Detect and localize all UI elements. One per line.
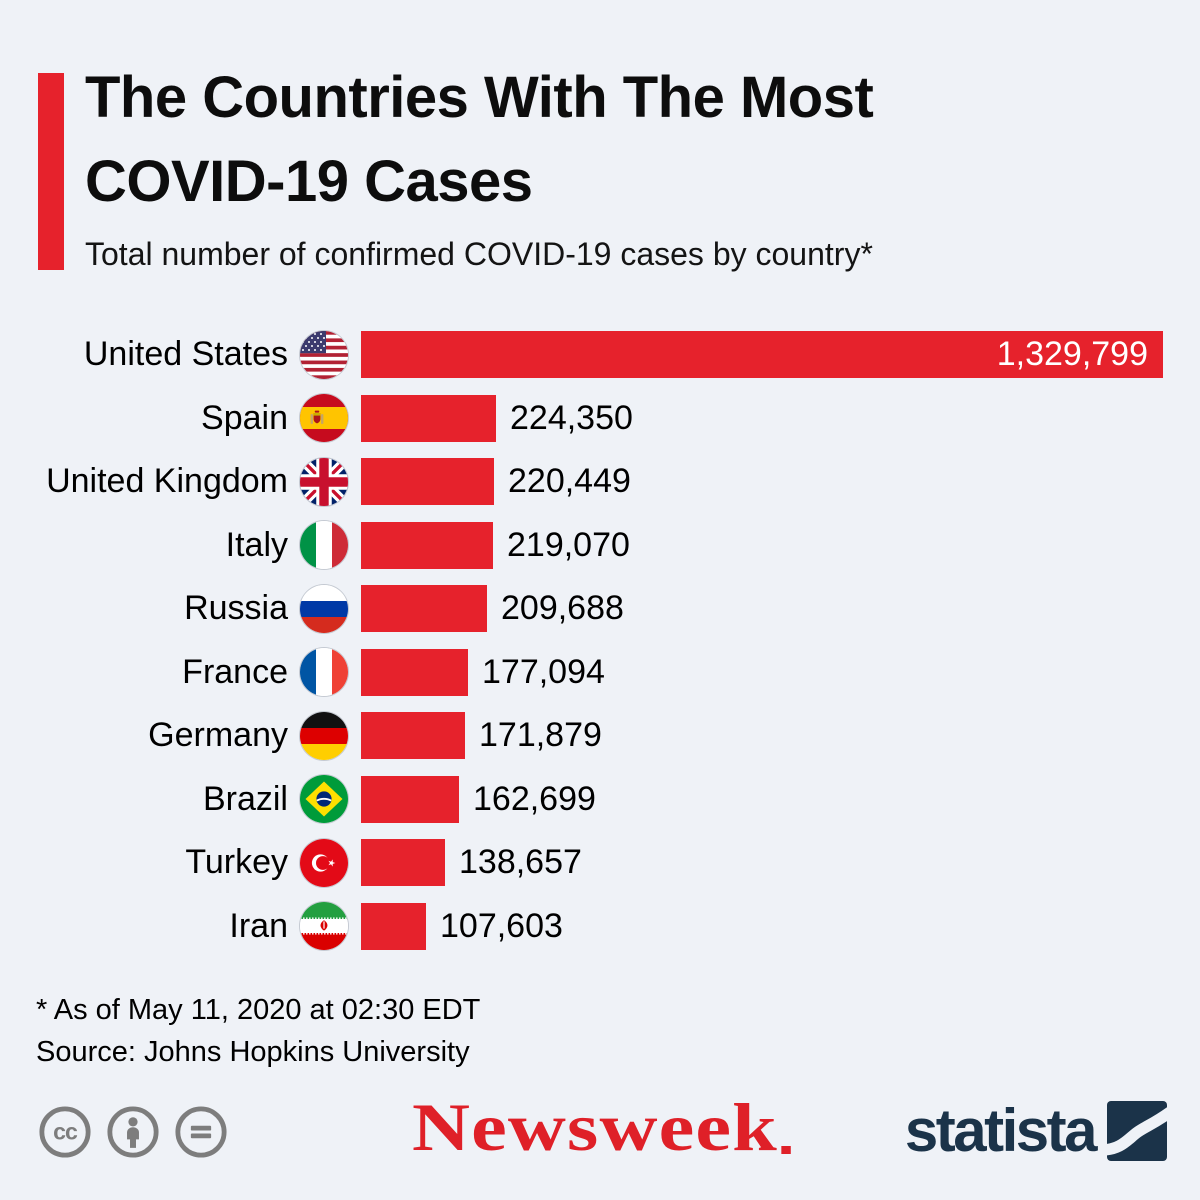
germany-flag-icon bbox=[300, 711, 348, 760]
country-label: United Kingdom bbox=[46, 462, 288, 501]
chart-row: Russia 209,688 bbox=[0, 577, 1200, 641]
country-label: Brazil bbox=[202, 779, 288, 818]
country-label: Turkey bbox=[185, 843, 288, 882]
bar bbox=[361, 585, 487, 633]
bar bbox=[361, 712, 465, 760]
country-label: France bbox=[182, 652, 288, 691]
title-accent-bar bbox=[38, 73, 64, 270]
chart-row: United Kingdom 220,449 bbox=[0, 450, 1200, 514]
value-label: 1,329,799 bbox=[996, 335, 1148, 374]
chart-subtitle: Total number of confirmed COVID-19 cases… bbox=[85, 236, 873, 272]
country-label: Spain bbox=[201, 398, 288, 437]
france-flag-icon bbox=[300, 648, 348, 697]
country-label: Iran bbox=[229, 906, 288, 945]
bar: 1,329,799 bbox=[361, 331, 1163, 379]
russia-flag-icon bbox=[300, 584, 348, 633]
bar bbox=[361, 902, 426, 950]
chart-row: Turkey 138,657 bbox=[0, 831, 1200, 895]
value-label: 224,350 bbox=[510, 398, 633, 437]
value-label: 219,070 bbox=[507, 525, 630, 564]
value-label: 138,657 bbox=[459, 843, 582, 882]
country-label: Italy bbox=[225, 525, 288, 564]
footnote: * As of May 11, 2020 at 02:30 EDT bbox=[36, 994, 481, 1026]
newsweek-logo-text: Newsweek bbox=[412, 1089, 778, 1165]
attribution-person-icon bbox=[106, 1105, 160, 1159]
bar bbox=[361, 775, 459, 823]
chart-rows: United States 1,329,799 Spain 224,350 Un… bbox=[0, 323, 1200, 958]
chart-row: United States 1,329,799 bbox=[0, 323, 1200, 387]
uk-flag-icon bbox=[300, 457, 348, 506]
chart-row: Brazil 162,699 bbox=[0, 768, 1200, 832]
bar bbox=[361, 458, 494, 506]
country-label: Russia bbox=[184, 589, 288, 628]
equals-icon bbox=[174, 1105, 228, 1159]
brazil-flag-icon bbox=[300, 775, 348, 824]
italy-flag-icon bbox=[300, 521, 348, 570]
value-label: 209,688 bbox=[501, 589, 624, 628]
country-label: Germany bbox=[148, 716, 288, 755]
bar-chart: United States 1,329,799 Spain 224,350 Un… bbox=[0, 323, 1200, 958]
chart-row: Germany 171,879 bbox=[0, 704, 1200, 768]
chart-row: France 177,094 bbox=[0, 641, 1200, 705]
bar bbox=[361, 839, 445, 887]
chart-row: Spain 224,350 bbox=[0, 387, 1200, 451]
title-line-1: The Countries With The Most bbox=[85, 65, 874, 130]
chart-row: Italy 219,070 bbox=[0, 514, 1200, 578]
turkey-flag-icon bbox=[300, 838, 348, 887]
source-line: Source: Johns Hopkins University bbox=[36, 1036, 470, 1068]
chart-row: Iran 107,603 bbox=[0, 895, 1200, 959]
bar bbox=[361, 521, 493, 569]
value-label: 107,603 bbox=[440, 906, 563, 945]
page-title: The Countries With The Most COVID-19 Cas… bbox=[85, 56, 874, 224]
statista-mark-icon bbox=[1107, 1101, 1167, 1161]
value-label: 162,699 bbox=[473, 779, 596, 818]
country-label: United States bbox=[83, 335, 288, 374]
value-label: 220,449 bbox=[508, 462, 631, 501]
newsweek-logo: Newsweek bbox=[412, 1091, 791, 1163]
newsweek-trademark-dot bbox=[781, 1146, 791, 1154]
value-label: 177,094 bbox=[482, 652, 605, 691]
spain-flag-icon bbox=[300, 394, 348, 443]
bar bbox=[361, 394, 496, 442]
value-label: 171,879 bbox=[479, 716, 602, 755]
us-flag-icon bbox=[300, 330, 348, 379]
bar bbox=[361, 648, 468, 696]
statista-logo-text: statista bbox=[904, 1097, 1098, 1164]
cc-icon: cc bbox=[38, 1105, 92, 1159]
iran-flag-icon bbox=[300, 902, 348, 951]
svg-text:cc: cc bbox=[53, 1119, 78, 1145]
title-line-2: COVID-19 Cases bbox=[85, 149, 533, 214]
license-icons: cc bbox=[38, 1105, 228, 1159]
statista-logo: statista bbox=[905, 1100, 1167, 1162]
